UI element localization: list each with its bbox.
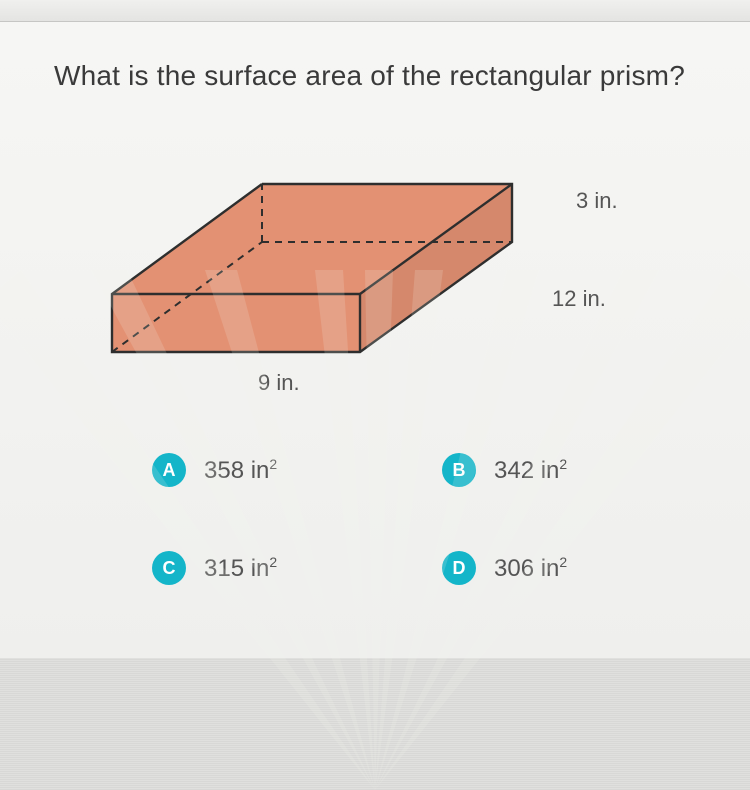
question-text: What is the surface area of the rectangu… [54,60,710,92]
answer-sup: 2 [269,456,277,472]
dim-height: 3 in. [576,188,618,214]
answer-grid: A 358 in2 B 342 in2 C 315 in2 D 306 in2 [152,440,710,598]
dim-width: 9 in. [258,370,300,396]
window-topbar [0,0,750,22]
answer-option-c[interactable]: C 315 in2 [152,551,412,585]
prism-figure: 3 in. 12 in. 9 in. [82,144,642,404]
prism-front-face [112,294,360,352]
answer-option-a[interactable]: A 358 in2 [152,453,412,487]
prism-svg [82,144,542,374]
problem-panel: What is the surface area of the rectangu… [0,22,750,658]
answer-badge: B [442,453,476,487]
answer-sup: 2 [269,554,277,570]
dim-depth: 12 in. [552,286,606,312]
answer-value: 342 in [494,457,559,484]
answer-label: 315 in2 [204,554,277,583]
answer-badge: D [442,551,476,585]
answer-value: 306 in [494,555,559,582]
answer-option-b[interactable]: B 342 in2 [442,453,702,487]
answer-sup: 2 [559,554,567,570]
answer-label: 358 in2 [204,456,277,485]
answer-badge: A [152,453,186,487]
answer-label: 306 in2 [494,554,567,583]
answer-value: 358 in [204,457,269,484]
answer-option-d[interactable]: D 306 in2 [442,551,702,585]
answer-label: 342 in2 [494,456,567,485]
answer-sup: 2 [559,456,567,472]
answer-value: 315 in [204,555,269,582]
answer-badge: C [152,551,186,585]
